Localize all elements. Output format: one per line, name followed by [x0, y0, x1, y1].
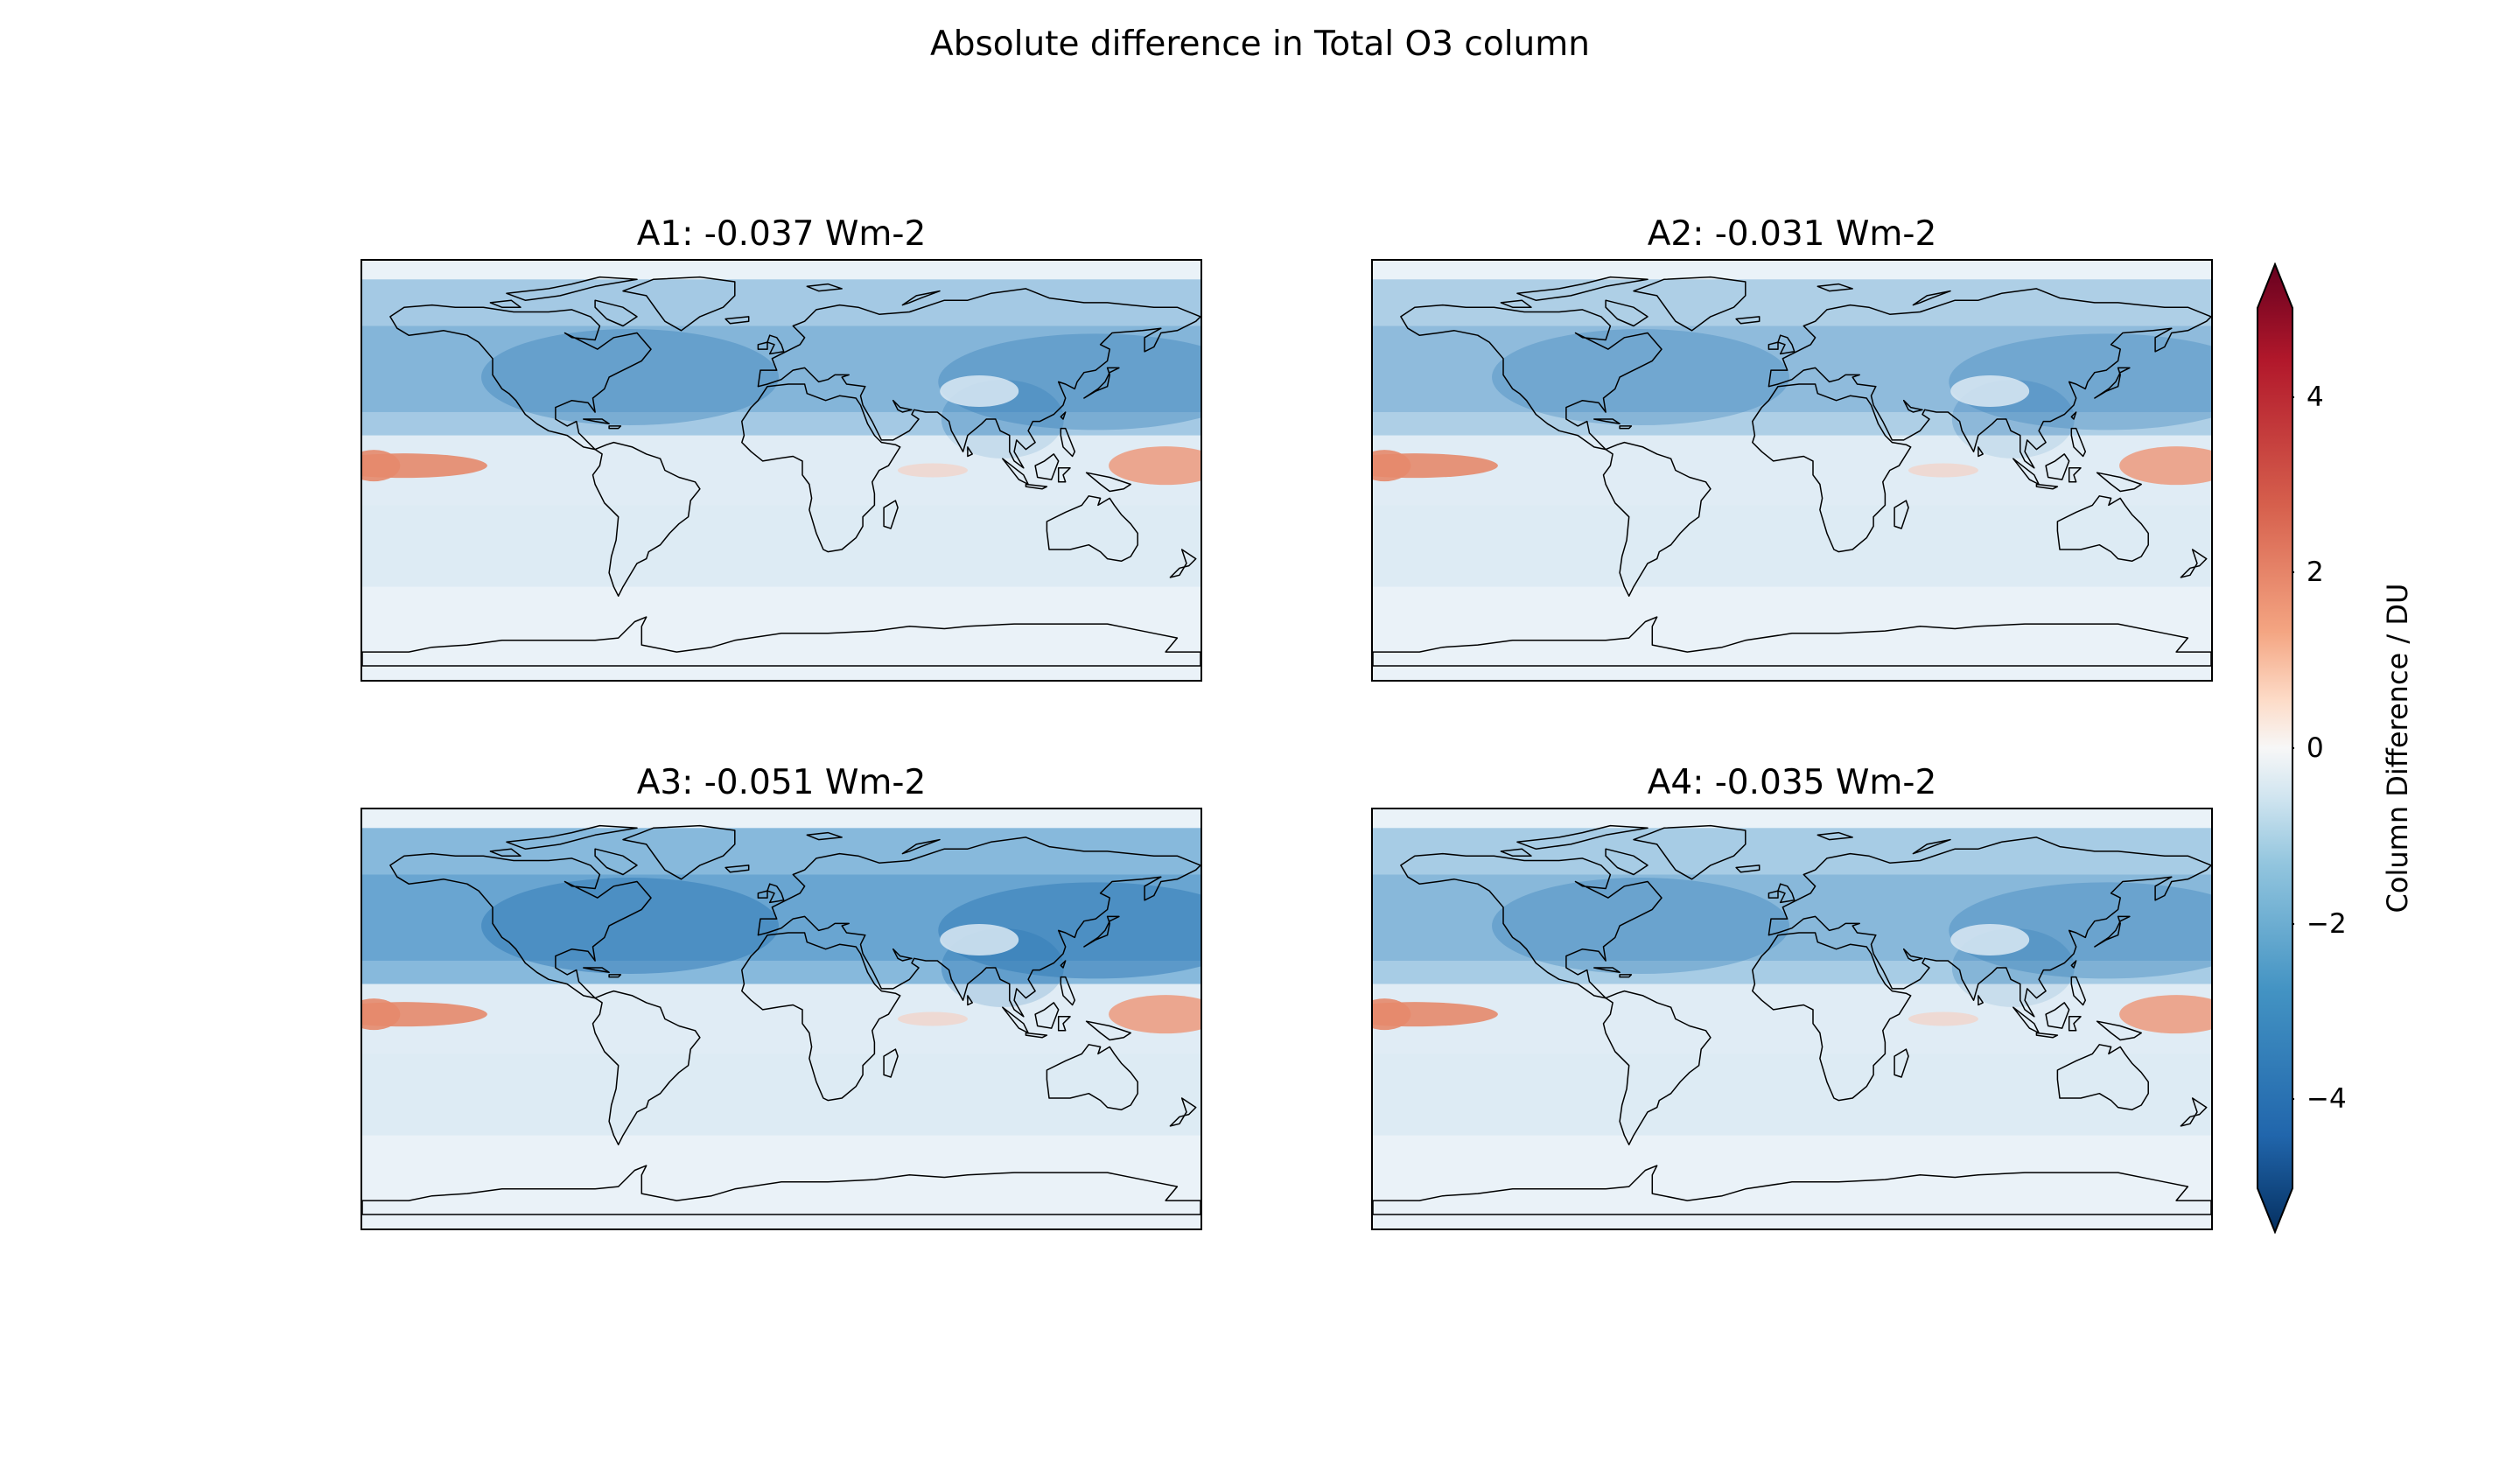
map-panel-a1: A1: -0.037 Wm-2 — [360, 210, 1202, 682]
map-plot — [1373, 261, 2211, 680]
map-plot — [362, 809, 1200, 1228]
figure-title: Absolute difference in Total O3 column — [930, 24, 1590, 64]
world-map — [360, 808, 1202, 1230]
panel-title: A1: -0.037 Wm-2 — [636, 214, 927, 254]
map-panel-a4: A4: -0.035 Wm-2 — [1371, 759, 2213, 1230]
colorbar-tick-label: −4 — [2306, 1083, 2347, 1115]
world-map — [1371, 259, 2213, 682]
colorbar-label: Column Difference / DU — [2381, 583, 2414, 914]
world-map — [1371, 808, 2213, 1230]
colorbar-tick-label: 2 — [2306, 556, 2324, 588]
world-map — [360, 259, 1202, 682]
colorbar-scale — [2257, 262, 2294, 1234]
panel-title: A2: -0.031 Wm-2 — [1647, 214, 1937, 254]
panel-title: A3: -0.051 Wm-2 — [636, 763, 927, 802]
colorbar — [2256, 262, 2294, 1234]
panel-title: A4: -0.035 Wm-2 — [1647, 763, 1937, 802]
map-plot — [362, 261, 1200, 680]
colorbar-tick-label: 0 — [2306, 732, 2324, 764]
map-panel-a2: A2: -0.031 Wm-2 — [1371, 210, 2213, 682]
map-plot — [1373, 809, 2211, 1228]
colorbar-tick-label: −2 — [2306, 908, 2347, 940]
map-panel-a3: A3: -0.051 Wm-2 — [360, 759, 1202, 1230]
colorbar-tick-label: 4 — [2306, 382, 2324, 413]
